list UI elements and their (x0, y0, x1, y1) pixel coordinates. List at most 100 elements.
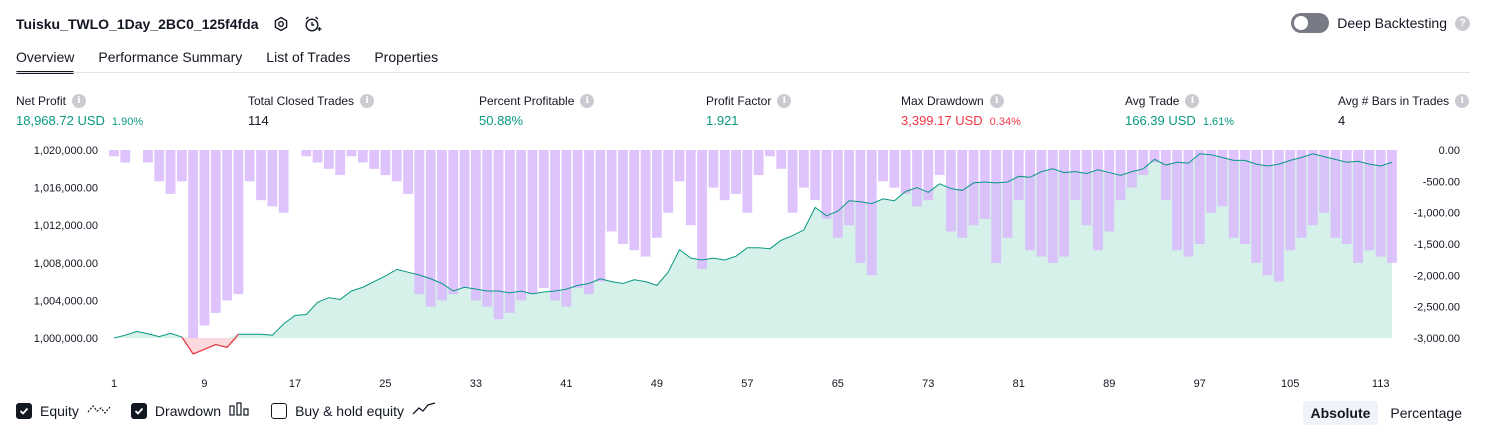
absolute-button[interactable]: Absolute (1302, 401, 1379, 425)
tab-list-of-trades[interactable]: List of Trades (266, 49, 351, 65)
right-axis-tick-label: -2,000.00 (1414, 270, 1460, 282)
tab-overview[interactable]: Overview (16, 44, 75, 74)
x-axis-tick-label: 25 (379, 378, 391, 390)
drawdown-bar (154, 150, 165, 182)
tab-performance-summary[interactable]: Performance Summary (98, 49, 243, 65)
right-axis-tick-label: 0.00 (1439, 145, 1460, 157)
left-axis-tick-label: 1,004,000.00 (34, 295, 98, 307)
drawdown-bar (708, 150, 719, 188)
tab-bar: Overview Performance Summary List of Tra… (16, 44, 438, 74)
equity-line-icon (87, 402, 111, 419)
percentage-button[interactable]: Percentage (1390, 405, 1462, 421)
info-icon[interactable]: i (1185, 94, 1200, 108)
info-icon[interactable]: i (989, 94, 1004, 108)
deep-backtesting-label: Deep Backtesting (1337, 15, 1447, 31)
drawdown-bar (1002, 150, 1013, 238)
info-icon[interactable]: i (1455, 94, 1470, 108)
info-icon[interactable]: i (72, 94, 87, 108)
metric-percent-profitable: Percent Profitable i 50.88% (479, 93, 595, 128)
x-axis-tick-label: 9 (201, 378, 207, 390)
x-axis-tick-label: 97 (1194, 378, 1206, 390)
drawdown-bar (176, 150, 187, 182)
left-axis-tick-label: 1,000,000.00 (34, 333, 98, 345)
legend-buy-hold[interactable]: Buy & hold equity (271, 402, 436, 419)
drawdown-bar (1273, 150, 1284, 282)
drawdown-bar (1070, 150, 1081, 201)
strategy-title: Tuisku_TWLO_1Day_2BC0_125f4fda (16, 16, 259, 32)
drawdown-bar (403, 150, 413, 194)
drawdown-bar (878, 150, 888, 182)
right-axis-tick-label: -500.00 (1423, 176, 1460, 188)
max-drawdown-percent: 0.34% (989, 116, 1021, 128)
metric-avg-bars: Avg # Bars in Trades i 4 (1338, 93, 1470, 128)
x-axis-tick-label: 41 (560, 378, 572, 390)
info-icon[interactable]: i (777, 94, 792, 108)
net-profit-label: Net Profit (16, 94, 67, 108)
drawdown-checkbox[interactable] (130, 402, 147, 419)
drawdown-bar (380, 150, 391, 176)
left-axis-tick-label: 1,008,000.00 (34, 258, 98, 270)
x-axis-tick-label: 81 (1013, 378, 1025, 390)
drawdown-bar (934, 150, 945, 176)
drawdown-bar (957, 150, 968, 238)
help-icon[interactable]: ? (1455, 15, 1470, 31)
equity-line (113, 153, 1393, 355)
right-axis-tick-label: -1,500.00 (1414, 239, 1460, 251)
avg-trade-value: 166.39 USD (1125, 113, 1196, 128)
header: Tuisku_TWLO_1Day_2BC0_125f4fda (16, 11, 323, 37)
drawdown-bar (143, 150, 153, 163)
drawdown-bar (323, 150, 334, 169)
percent-profitable-label: Percent Profitable (479, 94, 575, 108)
drawdown-bar (923, 150, 934, 201)
drawdown-bar (1081, 150, 1092, 226)
drawdown-bar (991, 150, 1002, 263)
drawdown-bar (855, 150, 866, 263)
tab-properties[interactable]: Properties (374, 49, 439, 65)
drawdown-bar (674, 150, 685, 182)
drawdown-bar (697, 150, 708, 270)
x-axis-tick-label: 57 (741, 378, 753, 390)
drawdown-bar (538, 150, 549, 288)
drawdown-bar (425, 150, 436, 307)
equity-negative-area (114, 338, 1392, 354)
drawdown-bar (1353, 150, 1363, 263)
legend-drawdown[interactable]: Drawdown (130, 402, 251, 419)
drawdown-bar (222, 150, 233, 301)
drawdown-bar (1093, 150, 1103, 251)
drawdown-bar (120, 150, 131, 163)
drawdown-bar (1149, 150, 1160, 163)
left-axis-tick-label: 1,012,000.00 (34, 220, 98, 232)
drawdown-bar (1307, 150, 1318, 226)
drawdown-bar (414, 150, 425, 295)
equity-chart[interactable]: 1,020,000.00 1,016,000.00 1,012,000.00 1,00… (0, 138, 1486, 390)
drawdown-bar (912, 150, 922, 207)
drawdown-bar (787, 150, 798, 213)
drawdown-bar (471, 150, 481, 301)
right-axis-tick-label: -3,000.00 (1414, 333, 1460, 345)
info-icon[interactable]: i (360, 94, 375, 108)
drawdown-bar (504, 150, 515, 313)
deep-backtesting-toggle[interactable] (1291, 13, 1330, 33)
drawdown-bar (1330, 150, 1341, 238)
drawdown-bar (1013, 150, 1024, 201)
profit-factor-label: Profit Factor (706, 94, 772, 108)
drawdown-bar (1387, 150, 1397, 263)
metric-total-closed-trades: Total Closed Trades i 114 (248, 93, 375, 128)
drawdown-bar (482, 150, 493, 307)
drawdown-bar (1025, 150, 1035, 251)
drawdown-bar (1251, 150, 1262, 263)
info-icon[interactable]: i (580, 94, 595, 108)
drawdown-bar (889, 150, 900, 188)
drawdown-bar (640, 150, 651, 257)
total-closed-trades-label: Total Closed Trades (248, 94, 355, 108)
settings-icon[interactable] (271, 14, 291, 34)
buy-hold-checkbox[interactable] (271, 402, 288, 419)
alert-clock-icon[interactable] (303, 14, 323, 34)
max-drawdown-label: Max Drawdown (901, 94, 984, 108)
tabs-divider (16, 72, 1470, 73)
equity-checkbox[interactable] (16, 402, 32, 419)
metric-max-drawdown: Max Drawdown i 3,399.17 USD 0.34% (901, 93, 1021, 128)
drawdown-bar (1059, 150, 1069, 257)
legend-equity[interactable]: Equity (16, 402, 111, 419)
drawdown-bar (199, 150, 210, 326)
